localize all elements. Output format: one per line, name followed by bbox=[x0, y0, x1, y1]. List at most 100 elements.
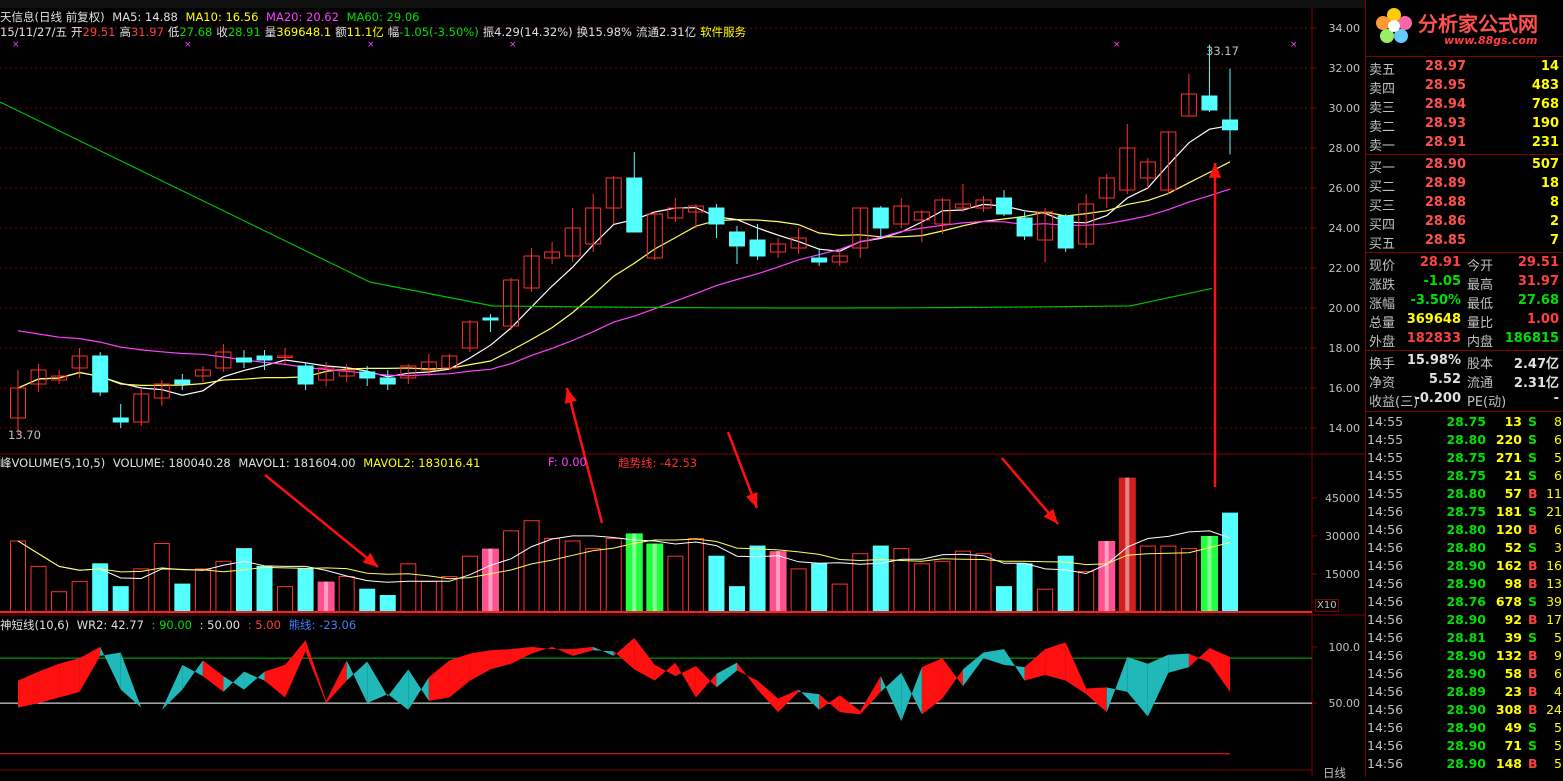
flower-logo-icon bbox=[1376, 8, 1412, 43]
volume-bar-up bbox=[1139, 545, 1156, 613]
tick-price: 28.80 bbox=[1446, 486, 1486, 501]
tick-time: 14:56 bbox=[1367, 738, 1404, 753]
wr-band-segment bbox=[120, 652, 142, 708]
kline-chart-area[interactable]: 34.00 32.00 30.00 28.00 26.00 24.00 22.00 20.00… bbox=[0, 0, 1365, 777]
tick-row: 14:56 28.76 678 S 39 bbox=[1366, 593, 1562, 611]
tick-price: 28.75 bbox=[1446, 468, 1486, 483]
wr-band-segment bbox=[100, 646, 121, 690]
tick-time: 14:56 bbox=[1367, 756, 1404, 771]
vol-label: 量 bbox=[264, 25, 277, 39]
tick-price: 28.90 bbox=[1446, 756, 1486, 771]
sell-level-row[interactable]: 卖五 28.97 14 bbox=[1366, 58, 1562, 78]
volume-bar-up bbox=[420, 581, 437, 613]
tick-price: 28.89 bbox=[1446, 684, 1486, 699]
candle-up bbox=[1078, 203, 1095, 245]
tick-row: 14:56 28.75 181 S 21 bbox=[1366, 503, 1562, 521]
tick-price: 28.75 bbox=[1446, 504, 1486, 519]
volume-bar-up bbox=[934, 560, 951, 613]
quote-volume: 7 bbox=[1549, 233, 1559, 248]
quote-panel: 分析家公式网 www.88gs.com 卖五 28.97 14 卖四 28.95 483 卖… bbox=[1365, 0, 1563, 777]
event-marker: × bbox=[184, 40, 192, 50]
stat-label: 流通 bbox=[1467, 376, 1494, 391]
tick-row: 14:56 28.90 92 B 17 bbox=[1366, 611, 1562, 629]
volume-bar-glow bbox=[324, 581, 329, 612]
wr-band-segment bbox=[962, 652, 984, 687]
volume-bar-down bbox=[1057, 555, 1074, 613]
tick-time: 14:56 bbox=[1367, 702, 1404, 717]
stat-label: 今开 bbox=[1467, 259, 1494, 274]
wr-band-segment bbox=[1024, 649, 1046, 681]
buy-level-row[interactable]: 买二 28.89 18 bbox=[1366, 175, 1562, 195]
wr-band-segment bbox=[860, 676, 881, 715]
sell-level-row[interactable]: 卖四 28.95 483 bbox=[1366, 77, 1562, 97]
tick-volume: 271 bbox=[1495, 450, 1522, 465]
candle-up bbox=[338, 369, 355, 377]
tick-row: 14:56 28.80 52 S 3 bbox=[1366, 539, 1562, 557]
candle-up bbox=[831, 255, 848, 263]
wr-band-segment bbox=[942, 658, 963, 699]
wr-band-segment bbox=[1127, 657, 1148, 717]
buy-level-row[interactable]: 买一 28.90 507 bbox=[1366, 156, 1562, 176]
candle-up bbox=[71, 355, 88, 369]
candle-up bbox=[954, 203, 971, 209]
price-axis-label: 32.00 bbox=[1329, 62, 1361, 75]
panel-separator bbox=[1366, 350, 1562, 351]
wr-band-segment bbox=[202, 660, 224, 692]
volume-bar-down bbox=[811, 563, 828, 613]
tick-count: 5 bbox=[1554, 756, 1562, 771]
candle-up bbox=[30, 369, 47, 385]
wr-band-segment bbox=[778, 689, 799, 713]
vol-value: 369648.1 bbox=[276, 25, 332, 39]
volume-bar-glow bbox=[488, 548, 493, 612]
tick-volume: 21 bbox=[1504, 468, 1522, 483]
tick-row: 14:56 28.90 148 B 5 bbox=[1366, 755, 1562, 773]
tick-time: 14:56 bbox=[1367, 540, 1404, 555]
ma20-label: MA20: 20.62 bbox=[266, 10, 339, 24]
tick-count: 5 bbox=[1554, 630, 1562, 645]
wr-band-segment bbox=[1147, 654, 1169, 717]
tick-time: 14:56 bbox=[1367, 522, 1404, 537]
tick-price: 28.81 bbox=[1446, 630, 1486, 645]
buy-level-row[interactable]: 买五 28.85 7 bbox=[1366, 232, 1562, 252]
tick-row: 14:56 28.90 58 B 6 bbox=[1366, 665, 1562, 683]
candle-down bbox=[1222, 119, 1238, 131]
stat-label: 外盘 bbox=[1369, 335, 1396, 350]
candle-up bbox=[503, 279, 520, 327]
tick-price: 28.90 bbox=[1446, 648, 1486, 663]
buy-level-row[interactable]: 买四 28.86 2 bbox=[1366, 213, 1562, 233]
stat-value: -1.05 bbox=[1423, 274, 1461, 289]
tick-row: 14:56 28.89 23 B 4 bbox=[1366, 683, 1562, 701]
buy-level-row[interactable]: 买三 28.88 8 bbox=[1366, 194, 1562, 214]
tick-volume: 181 bbox=[1495, 504, 1522, 519]
candle-up bbox=[770, 243, 787, 253]
wr-band-segment bbox=[757, 680, 779, 713]
volume-bar-up bbox=[585, 548, 602, 613]
wr-band-segment bbox=[1086, 687, 1107, 713]
sector-label: 软件服务 bbox=[700, 25, 747, 39]
volume-value: VOLUME: 180040.28 bbox=[112, 456, 231, 470]
f-value: F: 0.00 bbox=[548, 455, 587, 469]
candle-down bbox=[1057, 215, 1074, 249]
sell-level-row[interactable]: 卖二 28.93 190 bbox=[1366, 115, 1562, 135]
tick-side: B bbox=[1528, 648, 1538, 663]
wr-band-segment bbox=[285, 640, 306, 698]
tick-count: 39 bbox=[1546, 594, 1562, 609]
tick-side: B bbox=[1528, 684, 1538, 699]
sell-level-row[interactable]: 卖三 28.94 768 bbox=[1366, 96, 1562, 116]
volume-bar-up bbox=[544, 537, 561, 613]
sell-level-row[interactable]: 卖一 28.91 231 bbox=[1366, 134, 1562, 154]
price-axis-label: 22.00 bbox=[1329, 262, 1361, 275]
volume-bar-up bbox=[133, 568, 150, 613]
tick-row: 14:55 28.80 220 S 6 bbox=[1366, 431, 1562, 449]
volume-bar-up bbox=[523, 520, 540, 613]
stat-value: -3.50% bbox=[1410, 293, 1462, 308]
quote-level-label: 卖三 bbox=[1369, 101, 1396, 116]
volume-bar-up bbox=[1160, 545, 1177, 613]
stat-row: 收益(三) -0.200 PE(动) - bbox=[1366, 390, 1562, 410]
volume-bar-up bbox=[605, 537, 622, 613]
stat-value: 2.47亿 bbox=[1513, 357, 1559, 372]
ma5-line bbox=[17, 125, 1231, 396]
tick-side: B bbox=[1528, 666, 1538, 681]
candle-up bbox=[544, 251, 561, 259]
candle-up bbox=[975, 199, 992, 209]
